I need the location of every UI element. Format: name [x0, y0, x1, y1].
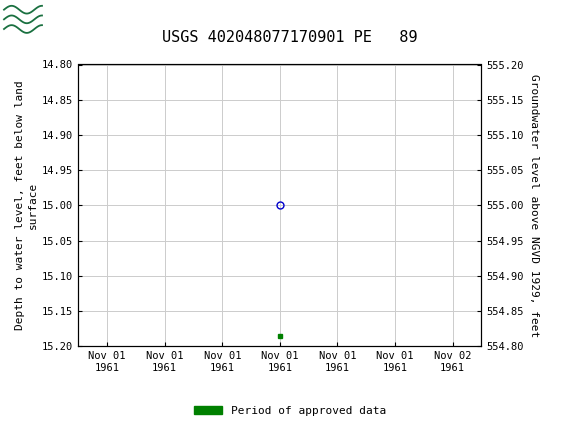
Text: USGS 402048077170901 PE   89: USGS 402048077170901 PE 89 [162, 30, 418, 45]
Legend: Period of approved data: Period of approved data [190, 401, 390, 420]
Text: USGS: USGS [46, 9, 110, 29]
Y-axis label: Groundwater level above NGVD 1929, feet: Groundwater level above NGVD 1929, feet [530, 74, 539, 337]
Y-axis label: Depth to water level, feet below land
surface: Depth to water level, feet below land su… [15, 80, 38, 330]
Bar [4, 4, 42, 35]
